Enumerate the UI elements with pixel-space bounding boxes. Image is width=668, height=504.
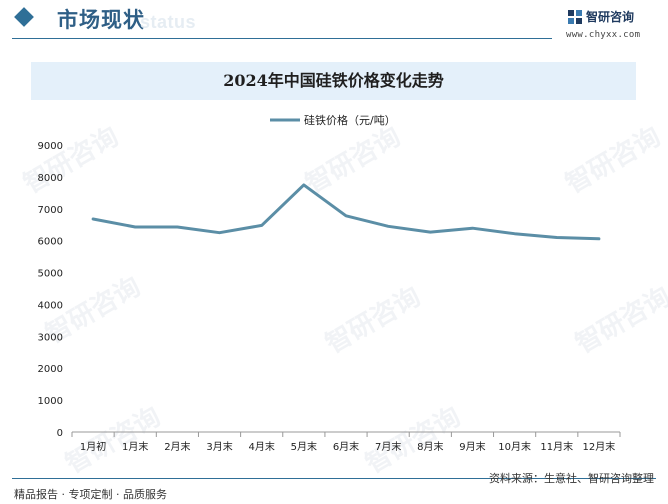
header-divider — [12, 38, 552, 39]
x-tick-label: 6月末 — [333, 440, 359, 453]
x-tick-label: 1月末 — [122, 440, 148, 453]
chart-title-banner: 2024年中国硅铁价格变化走势 — [31, 62, 636, 100]
x-tick-label: 3月末 — [206, 440, 232, 453]
x-tick-label: 2月末 — [164, 440, 190, 453]
y-tick-label: 8000 — [38, 173, 63, 184]
footer-divider — [12, 478, 656, 479]
footer-tagline: 精品报告 · 专项定制 · 品质服务 — [14, 488, 167, 501]
y-tick-label: 7000 — [38, 205, 63, 216]
y-tick-label: 1000 — [38, 396, 63, 407]
brand-url: www.chyxx.com — [566, 30, 641, 40]
x-tick-label: 5月末 — [291, 440, 317, 453]
x-tick-label: 8月末 — [417, 440, 443, 453]
section-header: 市场现状 status 智研咨询 www.chyxx.com — [0, 0, 668, 44]
x-tick-label: 4月末 — [249, 440, 275, 453]
y-tick-label: 2000 — [38, 364, 63, 375]
brand-name: 智研咨询 — [586, 10, 635, 24]
x-tick-label: 11月末 — [540, 440, 573, 453]
brand-logo-icon — [568, 10, 582, 24]
chart-title: 2024年中国硅铁价格变化走势 — [223, 71, 444, 90]
footer-source: 资料来源：生意社、智研咨询整理 — [489, 472, 654, 485]
x-tick-label: 10月末 — [498, 440, 531, 453]
y-tick-label: 3000 — [38, 332, 63, 343]
y-tick-label: 4000 — [38, 300, 63, 311]
x-tick-label: 7月末 — [375, 440, 401, 453]
y-tick-label: 9000 — [38, 141, 63, 152]
series-line — [91, 183, 601, 241]
diamond-icon — [14, 7, 34, 27]
x-tick-label: 12月末 — [583, 440, 616, 453]
y-tick-label: 0 — [57, 428, 63, 439]
section-title: 市场现状 — [57, 7, 145, 32]
x-tick-label: 1月初 — [80, 440, 106, 453]
y-tick-label: 5000 — [38, 269, 63, 280]
x-tick-label: 9月末 — [459, 440, 485, 453]
line-chart: 硅铁价格（元/吨） 0 1000 2000 3000 4000 5000 6000 7000 80… — [38, 113, 621, 453]
y-tick-label: 6000 — [38, 237, 63, 248]
legend-label: 硅铁价格（元/吨） — [304, 113, 396, 127]
section-ghost-word: status — [140, 12, 197, 32]
